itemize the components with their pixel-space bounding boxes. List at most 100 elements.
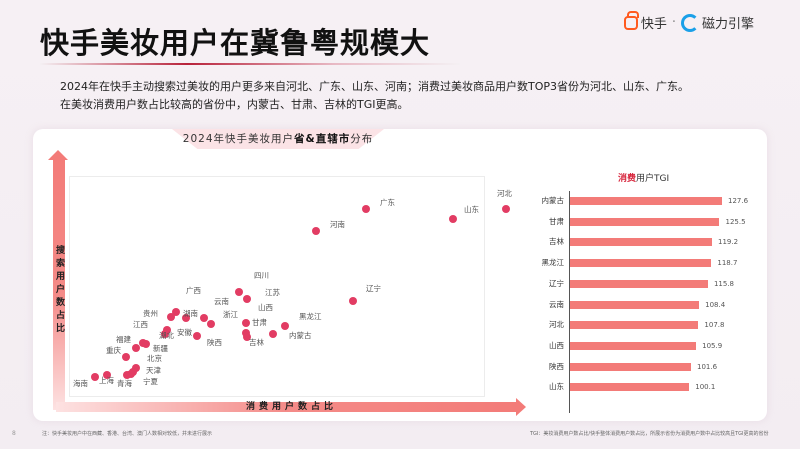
scatter-point-label: 云南 [214, 297, 229, 306]
tgi-chart-title: 消费用户TGI [618, 171, 669, 184]
scatter-point [349, 297, 357, 305]
tgi-category-label: 内蒙古 [541, 196, 565, 205]
kuaishou-logo-text: 快手 [640, 17, 667, 32]
scatter-point [242, 319, 250, 327]
scatter-point [502, 205, 510, 213]
summary-line-2: 在美妆消费用户数占比较高的省份中，内蒙古、甘肃、吉林的TGI更高。 [60, 98, 409, 111]
scatter-point [142, 340, 150, 348]
tgi-value-label: 119.2 [717, 238, 739, 247]
tgi-bar [570, 238, 712, 247]
tgi-value-label: 105.9 [702, 341, 723, 350]
x-axis-arrowhead-icon [516, 398, 526, 416]
scatter-point [123, 371, 131, 379]
tgi-value-label: 127.6 [728, 197, 749, 205]
scatter-point-label: 北京 [147, 354, 162, 363]
scatter-point [200, 314, 208, 322]
scatter-point [243, 295, 251, 303]
tgi-category-label: 河北 [549, 320, 564, 330]
y-axis-arrow [53, 158, 65, 410]
page-number: 8 [12, 430, 16, 437]
scatter-point-label: 辽宁 [366, 284, 381, 293]
scatter-point-label: 海南 [73, 379, 88, 388]
x-axis-label: 消费用户数占比 [246, 402, 338, 412]
tgi-bar [570, 217, 720, 226]
tgi-value-label: 118.7 [717, 259, 738, 268]
scatter-point-label: 河南 [330, 220, 345, 229]
tgi-category-label: 山西 [549, 340, 564, 350]
tgi-category-label: 山东 [549, 382, 564, 392]
tgi-bar [570, 362, 692, 371]
scatter-point [182, 314, 190, 322]
tgi-bar [570, 321, 699, 330]
y-axis-arrowhead-icon [48, 150, 68, 160]
scatter-point [172, 308, 180, 316]
scatter-point [103, 371, 111, 379]
scatter-point [167, 313, 175, 321]
scatter-point-label: 天津 [146, 366, 161, 375]
scatter-point-label: 内蒙古 [289, 331, 312, 340]
scatter-point-label: 福建 [116, 335, 131, 344]
tgi-value-label: 100.1 [695, 383, 716, 392]
summary-line-1: 2024年在快手主动搜索过美妆的用户更多来自河北、广东、山东、河南；消费过美妆商… [60, 80, 689, 93]
scatter-point-label: 江苏 [265, 288, 280, 297]
scatter-point [207, 320, 215, 328]
scatter-point-label: 青海 [117, 379, 132, 388]
tgi-value-label: 108.4 [705, 300, 726, 309]
scatter-point [161, 330, 169, 338]
scatter-point-label: 湖北 [159, 331, 174, 340]
scatter-point-label: 广东 [380, 198, 395, 207]
tgi-category-label: 黑龙江 [541, 258, 565, 268]
tgi-axis-line [569, 191, 570, 413]
scatter-point-label: 贵州 [143, 309, 158, 318]
scatter-point-label: 上海 [99, 376, 114, 385]
scatter-point [269, 330, 277, 338]
tgi-bar [570, 259, 712, 268]
brand-logo: 快手 · 磁力引擎 [623, 10, 754, 32]
scatter-point-label: 新疆 [153, 344, 168, 353]
tgi-value-label: 115.8 [713, 279, 734, 288]
scatter-point [132, 344, 140, 352]
tgi-bar [570, 279, 708, 288]
scatter-point-label: 吉林 [249, 338, 264, 347]
scatter-point-label: 山西 [258, 303, 273, 312]
scatter-point [132, 364, 140, 372]
tgi-title-rest: 用户TGI [636, 174, 670, 184]
tgi-bar [570, 383, 690, 392]
scatter-point-label: 河北 [497, 189, 512, 198]
logo-separator: · [671, 15, 676, 30]
scatter-chart-title: 2024年快手美妆用户省&直辖市分布 [172, 131, 384, 146]
scatter-title-bold: 省&直辖市 [294, 133, 351, 145]
x-axis-arrow [56, 402, 518, 412]
scatter-point [235, 288, 243, 296]
scatter-point-label: 黑龙江 [299, 312, 322, 321]
scatter-title-suffix: 分布 [350, 133, 374, 145]
title-divider [40, 63, 460, 65]
tgi-category-label: 陕西 [549, 361, 564, 371]
tgi-category-label: 辽宁 [549, 278, 564, 288]
scatter-point-label: 湖南 [183, 309, 198, 318]
scatter-point [91, 373, 99, 381]
scatter-point [449, 215, 457, 223]
scatter-point [127, 370, 135, 378]
scatter-point-label: 广西 [186, 286, 201, 295]
scatter-point-label: 宁夏 [143, 377, 158, 386]
page-title: 快手美妆用户在冀鲁粤规模大 [40, 26, 431, 60]
footnote-left: 注：快手美妆用户中在西藏、香港、台湾、澳门人数相对较低，并未进行展示 [42, 431, 213, 437]
tgi-category-label: 吉林 [549, 237, 564, 247]
tgi-category-label: 云南 [549, 299, 564, 309]
scatter-point [122, 353, 130, 361]
kuaishou-logo-icon [623, 10, 639, 30]
scatter-point-label: 四川 [254, 271, 269, 280]
tgi-value-label: 101.6 [697, 362, 718, 371]
tgi-value-label: 107.8 [704, 321, 725, 330]
scatter-point [163, 326, 171, 334]
scatter-point [193, 332, 201, 340]
scatter-point-label: 山东 [464, 205, 479, 214]
cili-engine-logo-text: 磁力引擎 [701, 17, 754, 32]
summary-text: 2024年在快手主动搜索过美妆的用户更多来自河北、广东、山东、河南；消费过美妆商… [60, 78, 689, 114]
scatter-point-label: 安徽 [177, 328, 192, 337]
tgi-bar [570, 197, 722, 205]
y-axis-label: 搜索用户数占比 [54, 245, 64, 336]
scatter-point-label: 陕西 [207, 338, 222, 347]
scatter-point-label: 浙江 [223, 310, 238, 319]
